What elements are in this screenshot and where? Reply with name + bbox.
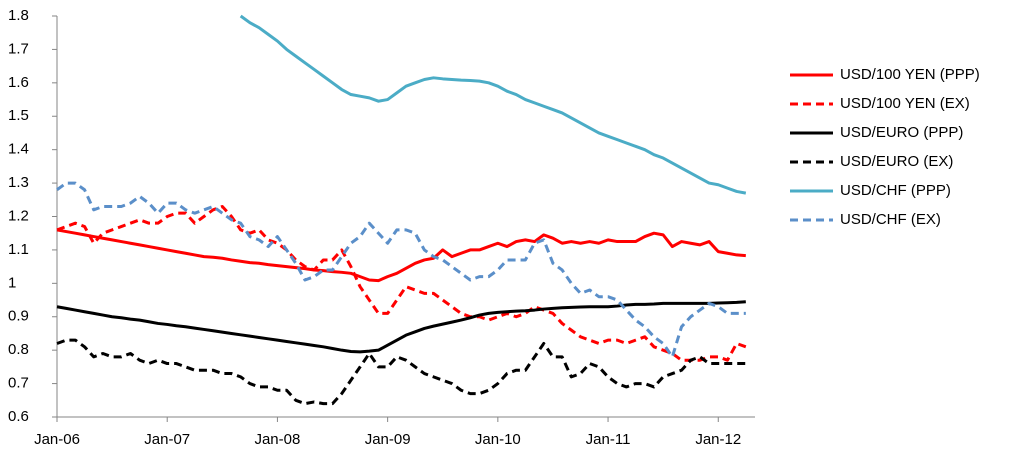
x-tick-label: Jan-11 <box>586 431 631 448</box>
y-tick-label: 1 <box>8 274 16 291</box>
legend-label: USD/EURO (PPP) <box>840 124 963 141</box>
x-tick-label: Jan-08 <box>254 431 300 448</box>
y-tick-label: 0.8 <box>8 341 29 358</box>
line-series <box>56 300 746 354</box>
y-tick-label: 0.9 <box>8 308 29 325</box>
y-tick-label: 1.4 <box>8 141 29 158</box>
x-tick-label: Jan-06 <box>34 431 80 448</box>
y-tick-label: 1.8 <box>8 7 29 24</box>
x-tick-label: Jan-07 <box>144 431 190 448</box>
y-tick-label: 1.2 <box>8 207 29 224</box>
legend-label: USD/100 YEN (EX) <box>840 95 970 112</box>
legend-label: USD/100 YEN (PPP) <box>840 66 980 83</box>
y-tick-label: 1.3 <box>8 174 29 191</box>
y-tick-label: 1.6 <box>8 74 29 91</box>
x-tick-label: Jan-10 <box>475 431 521 448</box>
y-tick-label: 0.6 <box>8 408 29 425</box>
y-tick-label: 1.5 <box>8 107 29 124</box>
x-tick-label: Jan-09 <box>365 431 411 448</box>
line-series <box>56 181 746 359</box>
legend-label: USD/CHF (PPP) <box>840 182 951 199</box>
y-tick-label: 1.7 <box>8 40 29 57</box>
line-series <box>56 338 746 406</box>
line-series <box>56 228 746 283</box>
line-series <box>56 204 747 362</box>
legend-label: USD/CHF (EX) <box>840 211 941 228</box>
y-tick-label: 0.7 <box>8 375 29 392</box>
legend-label: USD/EURO (EX) <box>840 153 953 170</box>
line-series <box>239 14 747 195</box>
x-tick-label: Jan-12 <box>695 431 741 448</box>
y-tick-label: 1.1 <box>8 241 29 258</box>
